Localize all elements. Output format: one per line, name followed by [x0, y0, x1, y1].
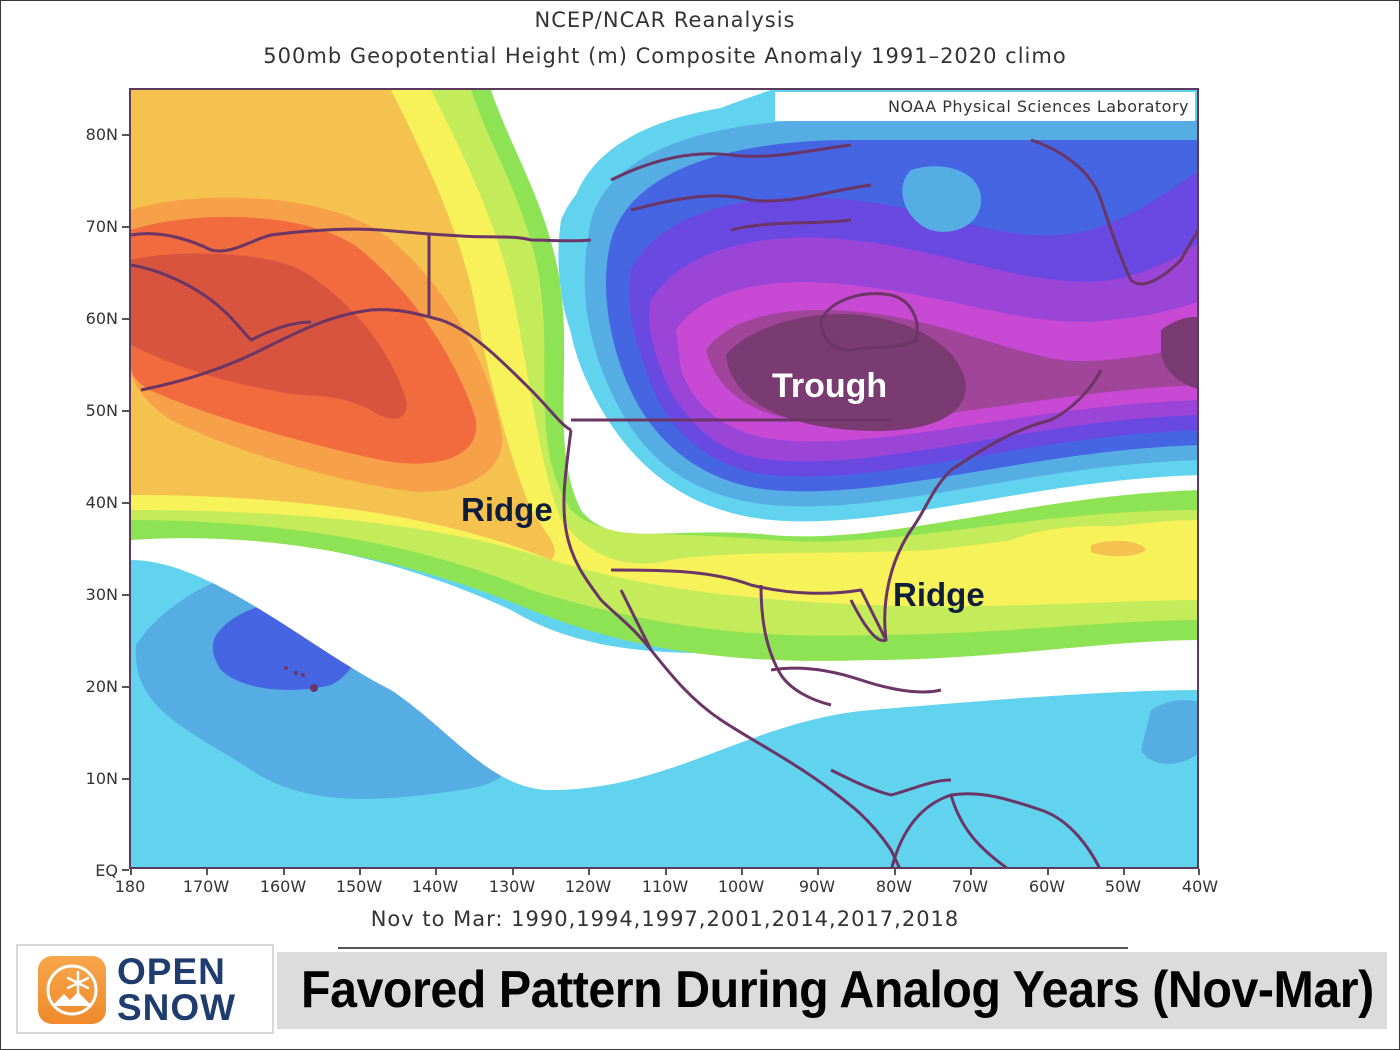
anomaly-map: NOAA Physical Sciences Laboratory — [129, 88, 1199, 869]
lon-label: 60W — [1028, 877, 1066, 896]
opensnow-logo: OPEN SNOW — [16, 944, 274, 1034]
lon-label: 40W — [1181, 877, 1219, 896]
lat-label: 50N — [85, 401, 118, 420]
lon-tick — [130, 869, 132, 875]
lon-label: 130W — [488, 877, 536, 896]
chart-subtitle: 500mb Geopotential Height (m) Composite … — [263, 44, 1067, 68]
lon-label: 170W — [182, 877, 230, 896]
lon-label: 120W — [564, 877, 612, 896]
snowflake-mountain-icon — [38, 956, 106, 1024]
lat-tick — [122, 502, 129, 504]
lat-label: 20N — [85, 677, 118, 696]
lat-label: 80N — [85, 125, 118, 144]
analog-years-caption: Nov to Mar: 1990,1994,1997,2001,2014,201… — [370, 907, 960, 931]
lat-tick — [122, 134, 129, 136]
logo-wordmark: OPEN SNOW — [117, 951, 237, 1028]
lon-tick — [1198, 869, 1200, 875]
lon-tick — [1047, 869, 1049, 875]
credit-label: NOAA Physical Sciences Laboratory — [775, 92, 1195, 121]
lon-label: 160W — [259, 877, 307, 896]
banner-title: Favored Pattern During Analog Years (Nov… — [301, 961, 1374, 1019]
lon-label: 140W — [411, 877, 459, 896]
lat-tick — [122, 226, 129, 228]
lon-tick — [817, 869, 819, 875]
ridge-label-west: Ridge — [461, 491, 553, 528]
lat-label: 10N — [85, 769, 118, 788]
lat-tick — [122, 869, 129, 871]
chart-title: NCEP/NCAR Reanalysis — [534, 8, 796, 32]
lat-label: 70N — [85, 217, 118, 236]
lon-label: 110W — [641, 877, 689, 896]
ridge-label-east: Ridge — [893, 576, 985, 613]
lat-label: 40N — [85, 493, 118, 512]
lon-label: 70W — [951, 877, 989, 896]
coastlines — [131, 138, 1197, 867]
lon-tick — [588, 869, 590, 875]
lat-tick — [122, 410, 129, 412]
lon-label: 80W — [875, 877, 913, 896]
lat-label: 60N — [85, 309, 118, 328]
lat-tick — [122, 594, 129, 596]
contour-fill — [131, 90, 1197, 867]
lon-tick — [894, 869, 896, 875]
lon-tick — [435, 869, 437, 875]
lon-label: 90W — [798, 877, 836, 896]
lat-label: EQ — [95, 861, 118, 880]
banner-divider — [338, 947, 1128, 949]
lon-tick — [206, 869, 208, 875]
lon-label: 50W — [1104, 877, 1142, 896]
lat-tick — [122, 318, 129, 320]
lon-tick — [741, 869, 743, 875]
lon-tick — [665, 869, 667, 875]
lat-label: 30N — [85, 585, 118, 604]
lon-label: 100W — [717, 877, 765, 896]
lon-tick — [512, 869, 514, 875]
lat-tick — [122, 686, 129, 688]
lon-label: 150W — [335, 877, 383, 896]
trough-label: Trough — [772, 367, 888, 405]
lon-tick — [359, 869, 361, 875]
logo-line-snow: SNOW — [117, 987, 237, 1028]
lon-label: 180 — [114, 877, 146, 896]
title-banner: Favored Pattern During Analog Years (Nov… — [277, 952, 1387, 1029]
lat-tick — [122, 778, 129, 780]
lon-tick — [970, 869, 972, 875]
lon-tick — [283, 869, 285, 875]
logo-line-open: OPEN — [117, 951, 226, 992]
lon-tick — [1123, 869, 1125, 875]
